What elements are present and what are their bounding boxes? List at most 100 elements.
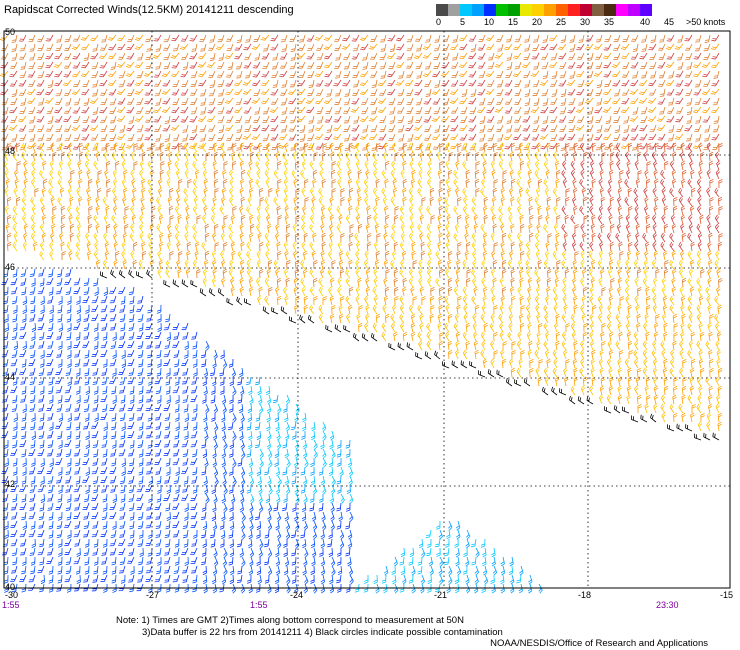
wind-barb	[253, 115, 261, 123]
wind-barb	[78, 151, 84, 162]
wind-barb	[309, 223, 315, 234]
wind-barb	[569, 34, 576, 43]
wind-barb	[229, 565, 235, 576]
wind-barb	[697, 187, 702, 198]
wind-barb	[293, 178, 298, 189]
wind-barb	[55, 286, 63, 295]
wind-barb	[549, 43, 558, 51]
wind-barb	[544, 187, 550, 198]
wind-barb	[686, 115, 693, 124]
wind-barb	[183, 196, 189, 207]
wind-barb	[236, 124, 243, 133]
wind-barb	[607, 178, 613, 189]
wind-barb	[378, 88, 387, 96]
wind-barb	[487, 52, 495, 61]
wind-barb	[462, 331, 468, 342]
wind-barb	[399, 583, 405, 593]
wind-barb	[67, 160, 72, 171]
wind-barb	[474, 169, 480, 180]
wind-barb	[641, 43, 648, 52]
wind-barb	[26, 97, 36, 105]
wind-barb	[450, 115, 459, 123]
wind-barb	[175, 466, 180, 476]
wind-barb	[608, 385, 614, 396]
wind-barb	[431, 133, 441, 141]
wind-barb	[308, 79, 315, 88]
wind-barb	[37, 313, 45, 322]
wind-barb	[702, 70, 711, 78]
wind-barb	[634, 160, 639, 171]
wind-barb	[70, 170, 75, 180]
wind-barb	[310, 538, 316, 549]
wind-barb	[701, 61, 711, 68]
wind-barb	[565, 359, 570, 369]
wind-barb	[427, 169, 432, 180]
wind-barb	[422, 52, 432, 59]
wind-barb	[327, 250, 333, 261]
wind-barb	[103, 421, 108, 431]
wind-barb	[491, 214, 497, 225]
wind-barb	[259, 403, 264, 414]
wind-barb	[222, 475, 227, 486]
wind-barb	[505, 377, 513, 387]
wind-barb	[75, 439, 81, 449]
wind-barb	[487, 133, 495, 142]
wind-barb	[130, 250, 135, 261]
wind-barb	[397, 115, 405, 124]
wind-barb	[109, 313, 117, 322]
wind-barb	[383, 277, 388, 288]
wind-barb	[102, 538, 108, 548]
wind-barb	[1, 349, 9, 358]
wind-barb	[38, 97, 45, 106]
wind-barb	[40, 349, 45, 359]
wind-barb	[311, 421, 316, 432]
wind-barb	[314, 133, 324, 140]
wind-barb	[436, 547, 441, 557]
wind-barb	[400, 565, 406, 576]
wind-barb	[501, 178, 507, 189]
wind-barb	[110, 269, 117, 279]
wind-barb	[137, 430, 144, 439]
wind-barb	[444, 322, 450, 333]
wind-barb	[83, 574, 90, 583]
wind-barb	[500, 574, 505, 585]
wind-barb	[46, 277, 54, 285]
wind-barb	[493, 152, 498, 162]
wind-barb	[100, 88, 108, 96]
wind-barb	[150, 151, 155, 162]
wind-barb	[56, 331, 63, 340]
wind-barb	[45, 34, 54, 42]
wind-barb	[156, 223, 162, 234]
wind-barb	[634, 277, 639, 288]
wind-barb	[573, 349, 579, 360]
wind-barb	[529, 215, 534, 225]
wind-barb	[590, 367, 595, 378]
wind-barb	[448, 574, 453, 585]
wind-barb	[594, 133, 603, 141]
wind-barb	[321, 511, 326, 522]
wind-barb	[293, 142, 299, 153]
wind-barb	[355, 268, 360, 279]
wind-barb	[300, 169, 306, 180]
wind-barb	[626, 268, 631, 279]
wind-barb	[57, 574, 63, 584]
wind-barb	[577, 133, 585, 142]
wind-barb	[83, 97, 90, 106]
wind-barb	[459, 79, 468, 87]
wind-barb	[119, 511, 126, 520]
wind-barb	[473, 331, 478, 342]
wind-barb	[251, 97, 261, 104]
wind-barb	[221, 511, 226, 522]
wind-barb	[249, 520, 254, 531]
wind-barb	[303, 556, 308, 567]
wind-barb	[698, 169, 703, 180]
wind-barb	[558, 79, 567, 87]
wind-barb	[402, 286, 407, 297]
wind-barb	[76, 367, 81, 377]
wind-barb	[381, 169, 387, 180]
wind-barb	[102, 196, 108, 207]
wind-barb	[328, 286, 333, 297]
wind-barb	[545, 349, 550, 360]
wind-barb	[220, 376, 225, 386]
wind-barb	[301, 511, 307, 522]
